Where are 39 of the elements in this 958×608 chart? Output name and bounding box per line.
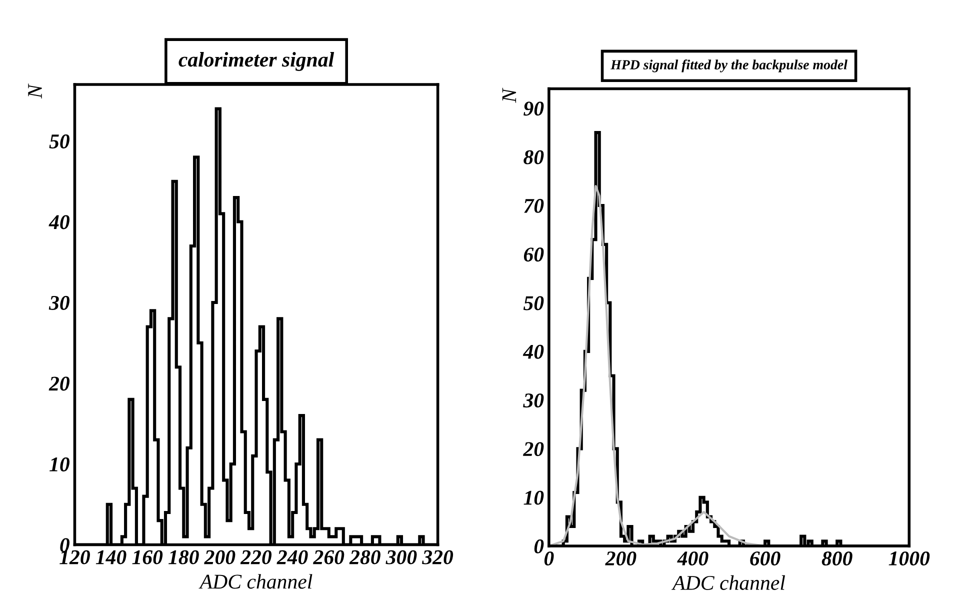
x-tick-label: 140 (96, 550, 126, 564)
y-tick-label: 40 (522, 344, 544, 359)
x-tick-label: 180 (168, 550, 199, 564)
y-tick-label: 90 (524, 102, 544, 116)
y-tick-label: 50 (523, 296, 544, 310)
y-tick-label: 60 (524, 248, 544, 262)
y-axis-title: N (28, 84, 42, 99)
x-tick-label: 160 (132, 550, 163, 564)
y-tick-label: 0 (534, 539, 544, 554)
chart-title: HPD signal fitted by the backpulse model (610, 60, 848, 72)
y-tick-label: 20 (48, 376, 70, 391)
y-tick-label: 80 (524, 150, 544, 164)
x-tick-label: 220 (240, 550, 272, 564)
chart-title: calorimeter signal (178, 52, 334, 71)
x-axis-title: ADC channel (671, 575, 785, 590)
x-tick-label: 1000 (888, 551, 930, 566)
y-tick-label: 0 (60, 538, 70, 552)
y-tick-label: 20 (522, 442, 544, 456)
x-tick-label: 400 (677, 551, 708, 566)
y-tick-label: 50 (49, 134, 70, 148)
y-tick-label: 70 (524, 198, 544, 213)
x-tick-label: 200 (204, 550, 236, 564)
y-tick-label: 30 (48, 296, 70, 310)
x-tick-label: 800 (822, 551, 852, 566)
x-axis-title: ADC channel (198, 574, 312, 589)
y-tick-label: 10 (524, 490, 544, 505)
y-axis-title: N (502, 88, 516, 103)
x-tick-label: 0 (544, 551, 554, 566)
x-tick-label: 120 (60, 550, 90, 564)
y-tick-label: 40 (48, 215, 70, 230)
y-tick-label: 30 (523, 393, 544, 408)
x-tick-label: 600 (750, 551, 780, 566)
x-tick-label: 320 (422, 550, 454, 564)
x-tick-label: 260 (313, 550, 344, 564)
y-tick-label: 10 (50, 457, 70, 472)
x-tick-label: 300 (386, 550, 417, 564)
x-tick-label: 240 (276, 550, 308, 564)
x-tick-label: 280 (349, 550, 380, 564)
x-tick-label: 200 (605, 551, 636, 566)
